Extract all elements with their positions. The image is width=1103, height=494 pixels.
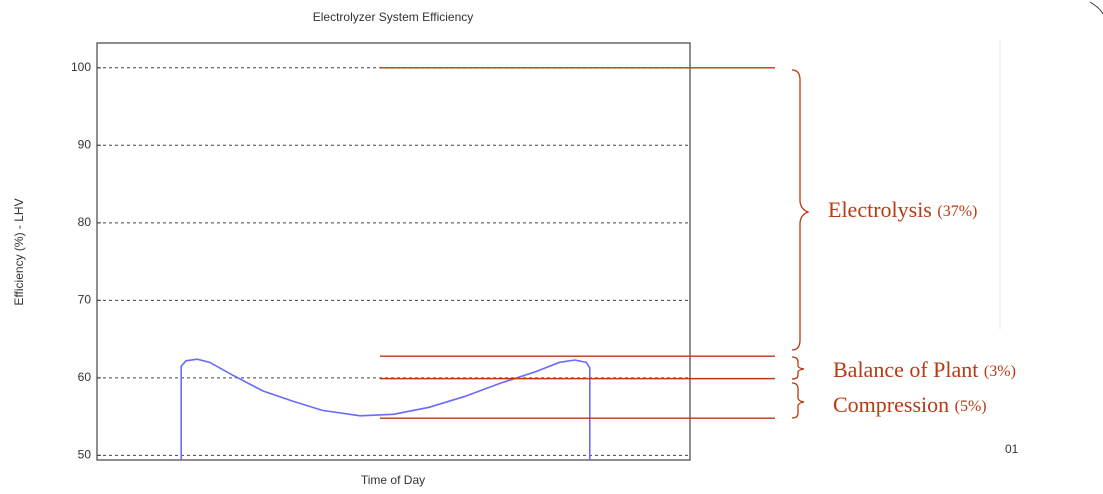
corner-curve [1089,1,1103,15]
braces [791,69,810,419]
annotation-label: Compression [833,392,949,417]
chart-title: Electrolyzer System Efficiency [313,10,474,24]
y-tick-label: 70 [78,293,92,307]
brace [791,382,805,419]
annotation-share: (3%) [984,363,1016,380]
annotation: Compression (5%) [833,392,987,417]
y-tick-label: 90 [78,137,92,151]
annotation: Electrolysis (37%) [828,197,977,222]
annotation: Balance of Plant (3%) [833,357,1016,382]
annotation-share: (37%) [937,203,977,220]
corner-text: 01 [1005,442,1019,456]
plot-frame [96,42,691,461]
annotation-share: (5%) [955,398,987,415]
annotation-label: Balance of Plant [833,357,978,382]
y-axis-label: Efficiency (%) - LHV [12,198,26,305]
y-tick-label: 60 [78,370,92,384]
line [180,358,591,460]
y-tick-label: 80 [78,215,92,229]
brace [791,356,805,380]
x-axis-label: Time of Day [361,473,425,487]
y-tick-label: 100 [71,60,91,74]
annotation-label: Electrolysis [828,197,932,222]
brace [791,69,810,351]
y-tick-label: 50 [78,448,92,462]
